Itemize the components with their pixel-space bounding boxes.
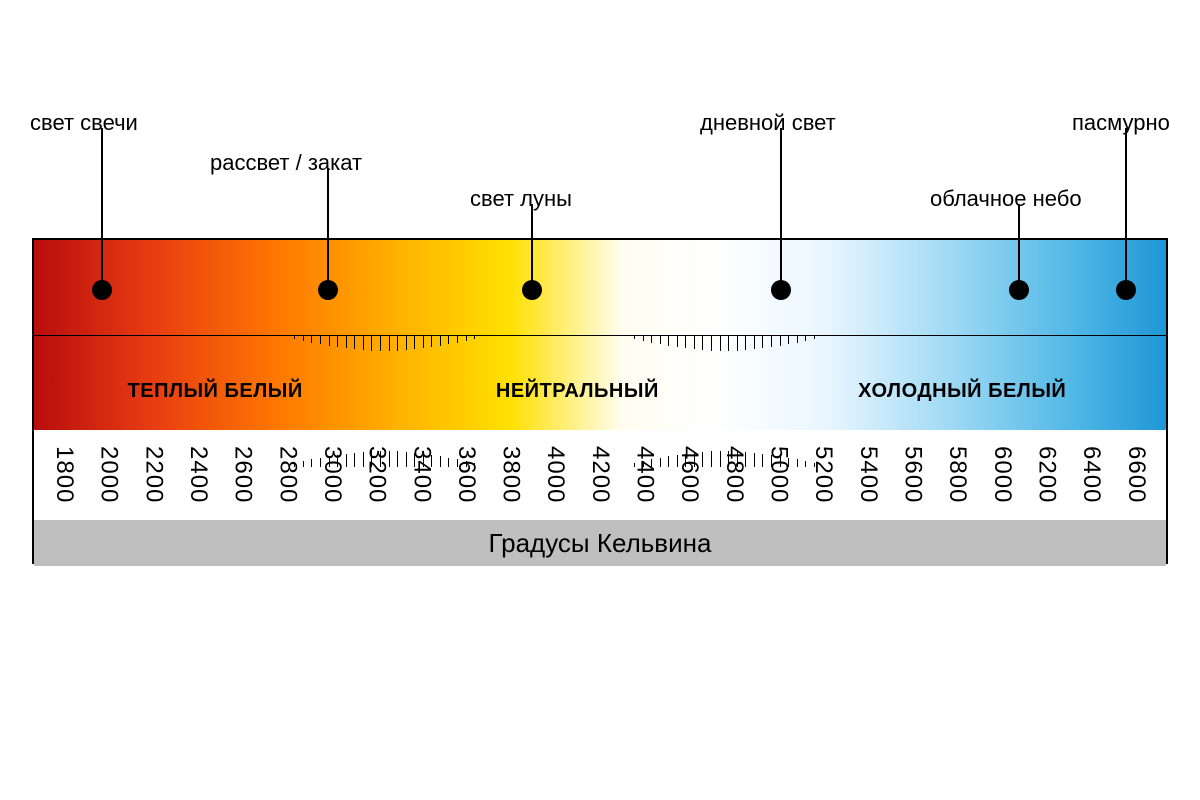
kelvin-tick: 5600 <box>898 446 926 503</box>
kelvin-tick: 2000 <box>95 446 123 503</box>
zone-label: ХОЛОДНЫЙ БЕЛЫЙ <box>858 380 1066 403</box>
zone-label: ТЕПЛЫЙ БЕЛЫЙ <box>128 380 303 403</box>
kelvin-tick: 5000 <box>765 446 793 503</box>
annotation-dot-icon <box>1009 280 1029 300</box>
kelvin-tick: 3400 <box>407 446 435 503</box>
kelvin-tick: 6200 <box>1032 446 1060 503</box>
kelvin-tick: 2400 <box>184 446 212 503</box>
annotation-dot-icon <box>771 280 791 300</box>
zone-label: НЕЙТРАЛЬНЫЙ <box>496 380 659 403</box>
kelvin-scale: 1800 2000 2200 2400 2600 2800 3000 3200 3400 3600… <box>34 430 1166 520</box>
kelvin-tick: 4800 <box>720 446 748 503</box>
annotation-label: рассвет / закат <box>210 150 362 176</box>
annotation-label: свет свечи <box>30 110 138 136</box>
kelvin-tick: 2800 <box>273 446 301 503</box>
footer-band: Градусы Кельвина <box>34 520 1166 566</box>
kelvin-tick: 5800 <box>943 446 971 503</box>
kelvin-tick: 4000 <box>541 446 569 503</box>
kelvin-tick: 1800 <box>50 446 78 503</box>
hatch-group <box>634 335 815 351</box>
kelvin-tick: 4200 <box>586 446 614 503</box>
annotation-label: облачное небо <box>930 186 1082 212</box>
annotation-dot-icon <box>318 280 338 300</box>
annotation-leader-line <box>1125 128 1127 290</box>
kelvin-tick: 3600 <box>452 446 480 503</box>
kelvin-tick: 4600 <box>675 446 703 503</box>
annotation-dot-icon <box>92 280 112 300</box>
annotation-leader-line <box>101 128 103 290</box>
annotation-leader-line <box>327 168 329 290</box>
annotation-leader-line <box>780 128 782 290</box>
kelvin-tick: 3200 <box>363 446 391 503</box>
kelvin-tick: 6000 <box>988 446 1016 503</box>
annotation-dot-icon <box>1116 280 1136 300</box>
annotation-label: дневной свет <box>700 110 836 136</box>
kelvin-tick: 2200 <box>139 446 167 503</box>
kelvin-tick: 6400 <box>1077 446 1105 503</box>
kelvin-tick: 5200 <box>809 446 837 503</box>
gradient-midline <box>34 335 1166 336</box>
kelvin-tick: 2600 <box>229 446 257 503</box>
footer-title: Градусы Кельвина <box>489 528 712 559</box>
annotation-leader-line <box>1018 204 1020 290</box>
annotation-dot-icon <box>522 280 542 300</box>
kelvin-diagram: ТЕПЛЫЙ БЕЛЫЙ НЕЙТРАЛЬНЫЙ ХОЛОДНЫЙ БЕЛЫЙ 18… <box>0 0 1200 800</box>
kelvin-tick: 6600 <box>1122 446 1150 503</box>
chart-frame: ТЕПЛЫЙ БЕЛЫЙ НЕЙТРАЛЬНЫЙ ХОЛОДНЫЙ БЕЛЫЙ 18… <box>32 238 1168 564</box>
kelvin-tick: 3800 <box>497 446 525 503</box>
annotation-label: пасмурно <box>1072 110 1170 136</box>
annotation-label: свет луны <box>470 186 572 212</box>
hatch-group <box>294 335 475 351</box>
kelvin-tick: 4400 <box>631 446 659 503</box>
kelvin-tick: 5400 <box>854 446 882 503</box>
kelvin-tick: 3000 <box>318 446 346 503</box>
annotation-leader-line <box>531 204 533 290</box>
